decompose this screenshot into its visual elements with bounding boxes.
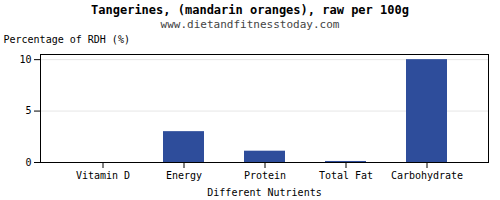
svg-text:Carbohydrate: Carbohydrate — [391, 170, 463, 181]
svg-text:Percentage of RDH (%): Percentage of RDH (%) — [4, 34, 130, 45]
svg-text:0: 0 — [25, 157, 31, 168]
html-text:Tangerines, (mandarin oranges): Tangerines, (mandarin oranges), raw per … — [91, 3, 409, 17]
svg-text:Vitamin D: Vitamin D — [76, 170, 130, 181]
svg-text:Total Fat: Total Fat — [319, 170, 373, 181]
svg-text:5: 5 — [25, 105, 31, 116]
html-text:www.dietandfitnesstoday.com: www.dietandfitnesstoday.com — [160, 18, 340, 31]
svg-text:Protein: Protein — [244, 170, 286, 181]
svg-text:10: 10 — [19, 54, 31, 65]
svg-text:Energy: Energy — [166, 170, 202, 181]
svg-text:Different Nutrients: Different Nutrients — [207, 187, 321, 198]
